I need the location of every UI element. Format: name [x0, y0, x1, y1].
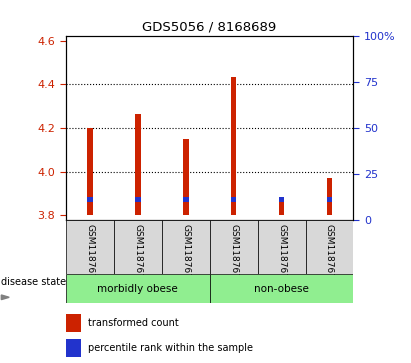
Bar — [66, 274, 210, 303]
Text: percentile rank within the sample: percentile rank within the sample — [88, 343, 253, 353]
Polygon shape — [1, 295, 9, 299]
Bar — [210, 220, 258, 274]
Bar — [87, 128, 92, 215]
Text: GSM1187674: GSM1187674 — [133, 224, 142, 285]
Text: disease state: disease state — [1, 277, 67, 287]
Title: GDS5056 / 8168689: GDS5056 / 8168689 — [143, 21, 277, 34]
Bar — [183, 197, 189, 202]
Bar — [114, 220, 162, 274]
Bar — [135, 114, 141, 215]
Bar — [305, 220, 353, 274]
Bar — [327, 178, 332, 215]
Text: non-obese: non-obese — [254, 284, 309, 294]
Text: transformed count: transformed count — [88, 318, 178, 328]
Text: GSM1187677: GSM1187677 — [277, 224, 286, 285]
Text: GSM1187676: GSM1187676 — [229, 224, 238, 285]
Bar — [210, 274, 353, 303]
Bar — [66, 220, 114, 274]
Bar — [327, 197, 332, 202]
Bar — [162, 220, 210, 274]
Bar — [231, 77, 236, 215]
Bar — [66, 314, 81, 332]
Bar — [231, 197, 236, 202]
Bar — [66, 339, 81, 357]
Bar — [258, 220, 305, 274]
Bar — [279, 197, 284, 202]
Text: GSM1187675: GSM1187675 — [181, 224, 190, 285]
Bar — [183, 139, 189, 215]
Text: GSM1187678: GSM1187678 — [325, 224, 334, 285]
Bar — [135, 197, 141, 202]
Text: morbidly obese: morbidly obese — [97, 284, 178, 294]
Bar — [279, 199, 284, 215]
Bar — [87, 197, 92, 202]
Text: GSM1187673: GSM1187673 — [85, 224, 94, 285]
